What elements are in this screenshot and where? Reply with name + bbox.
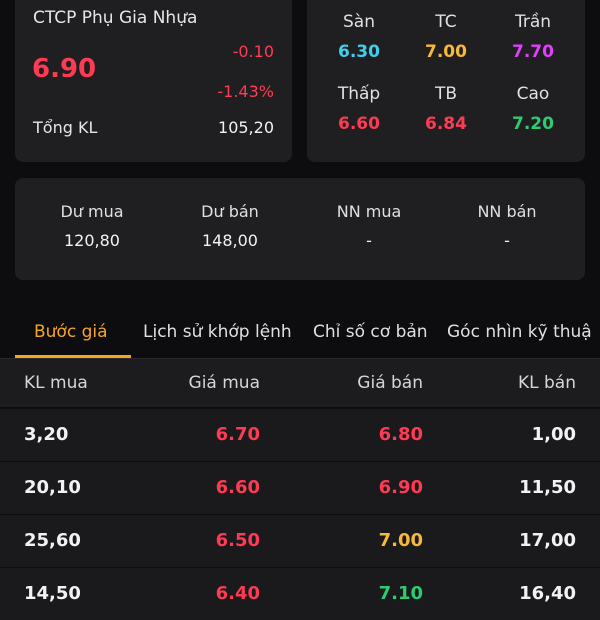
summary-value: - — [504, 231, 510, 250]
summary-foreign-buy: NN mua - — [299, 202, 439, 250]
price-change: -0.10 — [232, 42, 274, 61]
price-level-value: 7.00 — [425, 42, 467, 62]
total-volume-value: 105,20 — [218, 118, 274, 137]
price-level-label: TB — [434, 84, 458, 104]
sell-volume: 11,50 — [519, 477, 576, 498]
table-row[interactable]: 3,20 6.70 6.80 1,00 — [0, 409, 600, 461]
price-level-value: 6.30 — [338, 42, 380, 62]
buy-volume: 25,60 — [24, 530, 81, 551]
header-sell-price: Giá bán — [357, 373, 423, 393]
sell-price: 7.10 — [378, 583, 423, 604]
company-name: CTCP Phụ Gia Nhựa — [33, 8, 198, 28]
price-level-reference: TC 7.00 — [401, 12, 491, 62]
header-sell-volume: KL bán — [517, 373, 576, 393]
table-row[interactable]: 14,50 6.40 7.10 16,40 — [0, 568, 600, 620]
summary-foreign-sell: NN bán - — [437, 202, 577, 250]
price-level-label: Cao — [516, 84, 550, 104]
table-row[interactable]: 25,60 6.50 7.00 17,00 — [0, 515, 600, 567]
price-level-high: Cao 7.20 — [488, 84, 578, 134]
buy-volume: 20,10 — [24, 477, 81, 498]
tab-technical-view[interactable]: Góc nhìn kỹ thuậ — [447, 322, 592, 342]
summary-sell-remaining: Dư bán 148,00 — [160, 202, 300, 250]
tab-price-steps[interactable]: Bước giá — [34, 322, 108, 342]
price-level-value: 7.70 — [512, 42, 554, 62]
buy-volume: 14,50 — [24, 583, 81, 604]
price-level-low: Thấp 6.60 — [314, 84, 404, 134]
summary-value: 148,00 — [202, 231, 258, 250]
buy-price: 6.60 — [215, 477, 260, 498]
active-tab-indicator — [15, 355, 131, 358]
total-volume-label: Tổng KL — [33, 118, 98, 137]
table-row[interactable]: 20,10 6.60 6.90 11,50 — [0, 462, 600, 514]
price-change-percent: -1.43% — [217, 82, 274, 101]
tab-match-history[interactable]: Lịch sử khớp lệnh — [143, 322, 292, 342]
price-level-average: TB 6.84 — [401, 84, 491, 134]
sell-volume: 1,00 — [531, 424, 576, 445]
price-level-value: 6.84 — [425, 114, 467, 134]
header-buy-volume: KL mua — [24, 373, 88, 393]
buy-price: 6.50 — [215, 530, 260, 551]
summary-value: - — [366, 231, 372, 250]
price-level-value: 6.60 — [338, 114, 380, 134]
buy-price: 6.70 — [215, 424, 260, 445]
price-level-label: TC — [435, 12, 457, 32]
tab-fundamentals[interactable]: Chỉ số cơ bản — [313, 322, 428, 342]
header-buy-price: Giá mua — [188, 373, 260, 393]
summary-label: NN bán — [477, 202, 537, 221]
sell-volume: 17,00 — [519, 530, 576, 551]
price-level-value: 7.20 — [512, 114, 554, 134]
price-level-label: Trần — [514, 12, 552, 32]
buy-volume: 3,20 — [24, 424, 69, 445]
sell-volume: 16,40 — [519, 583, 576, 604]
stock-info-card: CTCP Phụ Gia Nhựa 6.90 -0.10 -1.43% Tổng… — [15, 0, 292, 162]
summary-buy-remaining: Dư mua 120,80 — [22, 202, 162, 250]
sell-price: 7.00 — [378, 530, 423, 551]
order-book-header: KL mua Giá mua Giá bán KL bán — [0, 359, 600, 407]
summary-label: Dư bán — [201, 202, 259, 221]
price-level-floor: Sàn 6.30 — [314, 12, 404, 62]
summary-label: NN mua — [336, 202, 402, 221]
current-price: 6.90 — [32, 54, 97, 84]
sell-price: 6.90 — [378, 477, 423, 498]
price-levels-card: Sàn 6.30 TC 7.00 Trần 7.70 Thấp 6.60 TB … — [307, 0, 585, 162]
price-level-label: Thấp — [337, 84, 381, 104]
sell-price: 6.80 — [378, 424, 423, 445]
summary-label: Dư mua — [60, 202, 124, 221]
summary-value: 120,80 — [64, 231, 120, 250]
price-level-label: Sàn — [343, 12, 375, 32]
order-summary-card: Dư mua 120,80 Dư bán 148,00 NN mua - NN … — [15, 178, 585, 280]
tab-bar: Bước giá Lịch sử khớp lệnh Chỉ số cơ bản… — [0, 310, 600, 359]
price-level-ceiling: Trần 7.70 — [488, 12, 578, 62]
buy-price: 6.40 — [215, 583, 260, 604]
